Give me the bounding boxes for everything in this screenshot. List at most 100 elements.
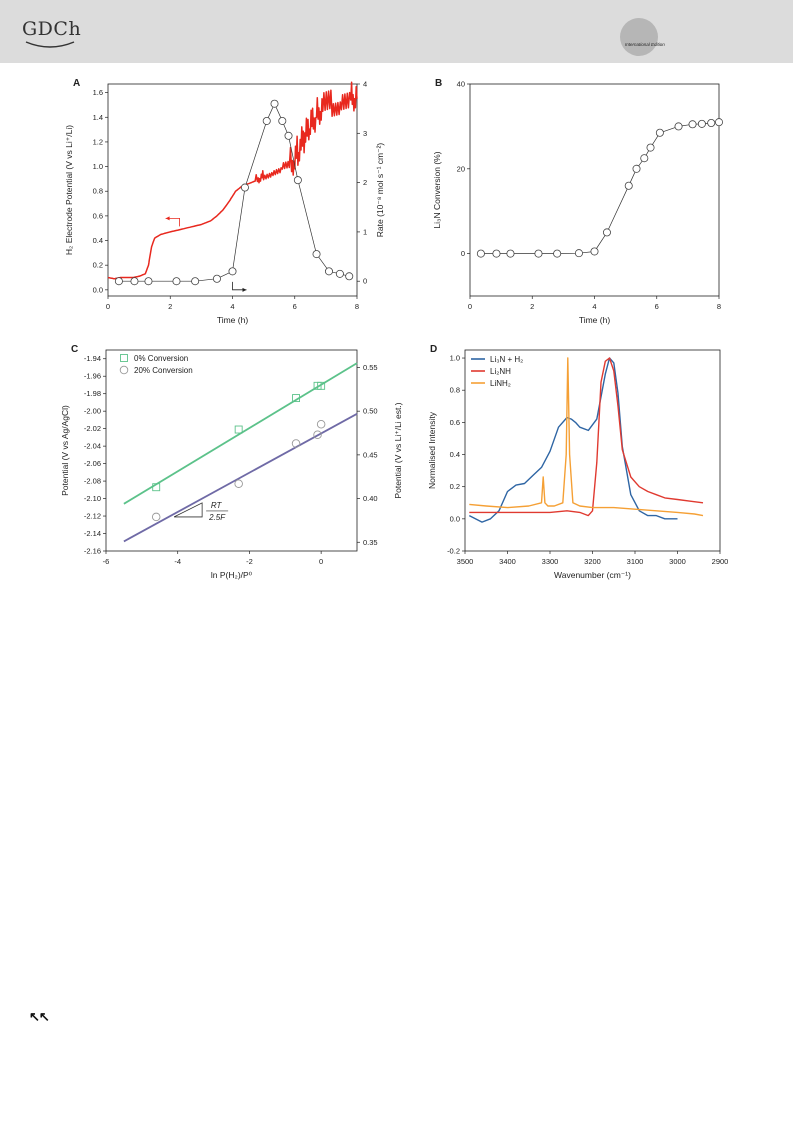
y-tick-label: 20 xyxy=(457,164,465,173)
x-tick-label: 2 xyxy=(168,302,172,311)
y-axis-label: Normalised Intensity xyxy=(427,411,437,489)
y-tick-label: 0.6 xyxy=(93,211,103,220)
x-tick-label: 6 xyxy=(655,302,659,311)
logo-text: GDCh xyxy=(22,18,82,40)
slope-numerator: RT xyxy=(211,501,223,510)
y2-tick-label: 1 xyxy=(363,227,367,236)
chart-b-svg: B 0 2 4 6 8 0 20 40 Time (h) Li₃N Conversion (%) xyxy=(432,78,723,325)
data-point-square xyxy=(292,394,300,403)
fit-line xyxy=(123,413,358,543)
rate-point xyxy=(114,277,123,286)
y-tick-label: 1.4 xyxy=(93,113,103,122)
rate-point xyxy=(312,250,321,259)
x-tick-label: 6 xyxy=(293,302,297,311)
rate-point xyxy=(345,272,354,281)
x-tick-label: 0 xyxy=(468,302,472,311)
conversion-point xyxy=(697,119,706,128)
data-point-square xyxy=(234,425,243,434)
y-tick-label: -2.14 xyxy=(84,529,101,538)
spectrum-line xyxy=(469,357,704,517)
y-tick-label: 0.2 xyxy=(450,482,460,491)
y2-tick-label: 0.35 xyxy=(363,538,378,547)
conversion-point xyxy=(602,228,611,237)
y-axis-label: H₂ Electrode Potential (V vs Li⁺/Li) xyxy=(64,125,74,255)
y-tick-label: 1.0 xyxy=(93,162,103,171)
conversion-point xyxy=(646,143,655,152)
chart-a-svg: A 0 2 4 6 8 0.0 0.2 0.4 0.6 0.8 1.0 1.2 1.4 1.6 Time (h… xyxy=(64,78,385,325)
chart-panel-a: A 0 2 4 6 8 0.0 0.2 0.4 0.6 0.8 1.0 1.2 1.4 1.6 Time (h… xyxy=(60,72,400,332)
rate-point xyxy=(324,267,333,276)
y-tick-label: -2.08 xyxy=(84,477,101,486)
data-point-circle xyxy=(234,479,243,488)
legend-marker-square xyxy=(120,354,128,362)
series-line-potential xyxy=(107,81,358,280)
conversion-point xyxy=(655,128,664,137)
x-tick-label: 8 xyxy=(717,302,721,311)
y2-tick-label: 0.40 xyxy=(363,494,378,503)
gdch-logo: GDCh xyxy=(22,12,82,52)
conversion-point xyxy=(714,118,723,127)
rate-point xyxy=(284,131,293,140)
y-axis-label: Potential (V vs Ag/AgCl) xyxy=(60,405,70,496)
y-tick-label: -2.12 xyxy=(84,512,101,521)
slope-denominator: 2.5F xyxy=(208,513,226,522)
rate-point xyxy=(335,269,344,278)
x-tick-label: 2 xyxy=(530,302,534,311)
logo-swoosh-icon xyxy=(25,41,75,48)
y-tick-label: -0.2 xyxy=(447,547,460,556)
panel-label: A xyxy=(73,78,80,89)
y-tick-label: 0.4 xyxy=(450,450,460,459)
chart-panel-b: B 0 2 4 6 8 0 20 40 Time (h) Li₃N Conversion (%) xyxy=(420,72,740,332)
conversion-point xyxy=(553,249,562,258)
x-tick-label: 3200 xyxy=(584,557,601,566)
conversion-point xyxy=(476,249,485,258)
data-point-circle xyxy=(151,512,161,522)
y2-tick-label: 0.55 xyxy=(363,363,378,372)
edition-label: International Edition xyxy=(625,42,665,47)
y-tick-label: -2.16 xyxy=(84,547,101,556)
y2-tick-label: 0.45 xyxy=(363,450,378,459)
data-point-square xyxy=(152,483,161,492)
legend-marker-circle xyxy=(119,365,129,375)
y-tick-label: 0.8 xyxy=(450,386,460,395)
right-axis-arrowhead xyxy=(242,287,247,292)
journal-header: GDCh International Edition xyxy=(0,0,793,63)
rate-point xyxy=(130,277,139,286)
plot-frame xyxy=(469,83,720,297)
conversion-point xyxy=(574,249,583,258)
conversion-point xyxy=(632,164,641,173)
legend-label: Li₃N + H₂ xyxy=(490,355,523,364)
conversion-point xyxy=(624,181,633,190)
rate-point xyxy=(212,274,221,283)
y-tick-label: 0.6 xyxy=(450,418,460,427)
chart-c-svg: C -6 -4 -2 0 -2.16 -2.14 -2.12 -2.10 -2.08 -2.06 -2… xyxy=(60,344,403,580)
y-tick-label: -2.04 xyxy=(84,442,101,451)
y-tick-label: 0.0 xyxy=(93,285,103,294)
conversion-point xyxy=(590,247,599,256)
x-tick-label: 3300 xyxy=(542,557,559,566)
y2-tick-label: 0 xyxy=(363,277,367,286)
x-tick-label: 3500 xyxy=(457,557,474,566)
y2-tick-label: 3 xyxy=(363,129,367,138)
y-tick-label: -2.10 xyxy=(84,494,101,503)
right-axis-arrow xyxy=(232,281,247,291)
series-line-conversion xyxy=(480,121,720,254)
rate-point xyxy=(240,183,249,192)
back-arrows-icon[interactable]: ↖↖ xyxy=(29,1009,50,1024)
y-tick-label: -1.94 xyxy=(84,354,101,363)
y-tick-label: -2.00 xyxy=(84,407,101,416)
x-tick-label: 0 xyxy=(106,302,110,311)
chart-d-svg: D 3500 3400 3300 3200 3100 3000 2900 -0.2 0.0 0.2 0… xyxy=(427,344,729,580)
y-tick-label: -1.96 xyxy=(84,372,101,381)
conversion-point xyxy=(640,154,649,163)
y-tick-label: -1.98 xyxy=(84,389,101,398)
x-tick-label: 2900 xyxy=(712,557,729,566)
rate-point xyxy=(228,267,237,276)
x-tick-label: 4 xyxy=(230,302,234,311)
left-axis-arrowhead xyxy=(165,216,170,221)
conversion-point xyxy=(674,122,683,131)
panel-label: C xyxy=(71,344,78,355)
edition-badge-icon xyxy=(620,18,658,56)
chart-panel-d: D 3500 3400 3300 3200 3100 3000 2900 -0.2 0.0 0.2 0… xyxy=(420,338,740,598)
x-axis-label: ln P(H₂)/P⁰ xyxy=(211,570,253,580)
